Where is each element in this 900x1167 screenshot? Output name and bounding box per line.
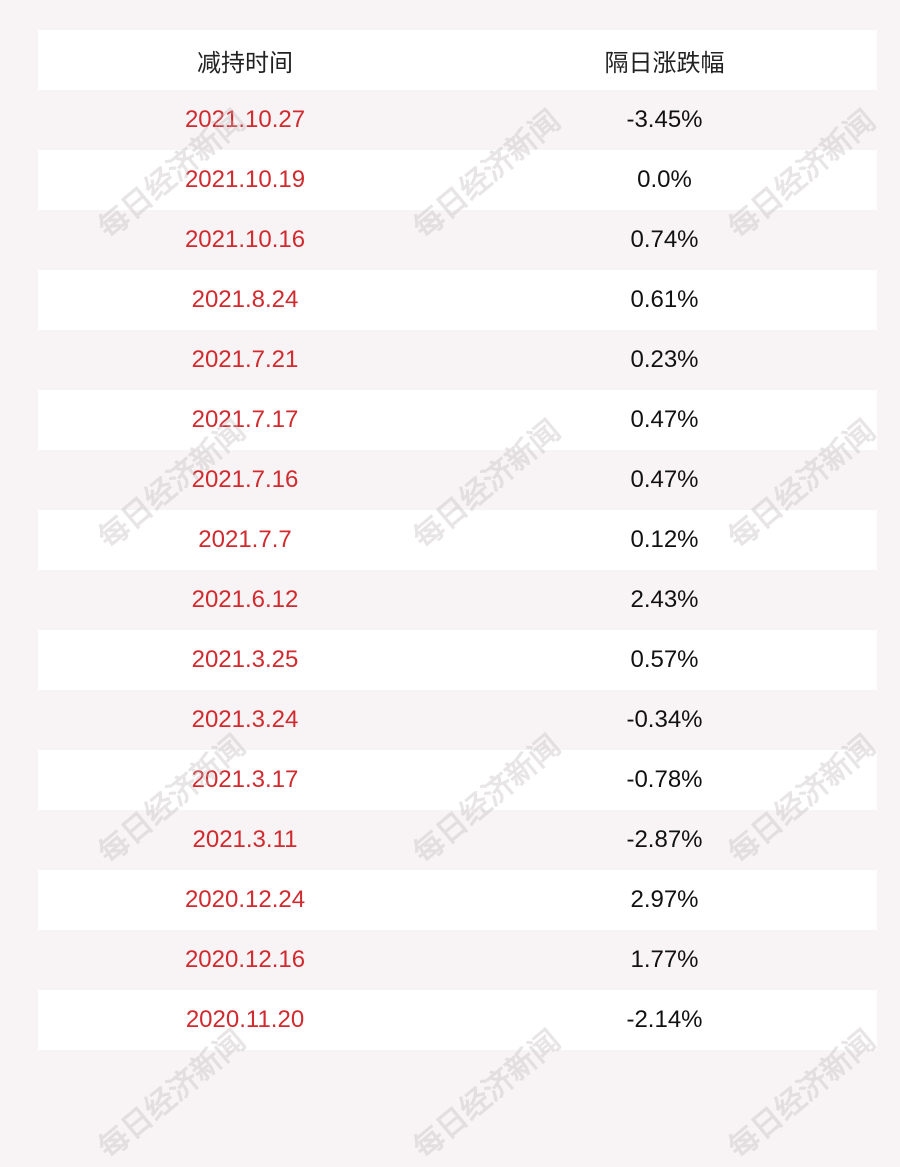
table-row: 2021.10.16 0.74% <box>38 210 877 270</box>
change-cell: 1.77% <box>630 946 699 973</box>
change-cell: 0.23% <box>630 346 699 373</box>
table-row: 2021.3.24 -0.34% <box>38 690 877 750</box>
date-cell: 2021.7.21 <box>191 346 299 373</box>
date-cell: 2021.3.25 <box>191 646 299 673</box>
table-row: 2020.12.16 1.77% <box>38 930 877 990</box>
change-cell: -2.87% <box>626 826 703 853</box>
change-cell: 0.74% <box>630 226 699 253</box>
date-cell: 2021.7.17 <box>191 406 299 433</box>
date-cell: 2021.7.7 <box>198 526 292 553</box>
date-cell: 2021.10.19 <box>184 166 306 193</box>
table-row: 2021.3.11 -2.87% <box>38 810 877 870</box>
date-cell: 2021.10.27 <box>184 106 306 133</box>
table-row: 2021.7.16 0.47% <box>38 450 877 510</box>
table-row: 2021.10.19 0.0% <box>38 150 877 210</box>
date-cell: 2021.3.11 <box>192 826 298 853</box>
date-cell: 2021.3.24 <box>191 706 299 733</box>
change-cell: -2.14% <box>626 1006 703 1033</box>
change-cell: 0.47% <box>630 406 699 433</box>
change-cell: 0.0% <box>637 166 692 193</box>
table-row: 2020.11.20 -2.14% <box>38 990 877 1050</box>
date-cell: 2021.6.12 <box>191 586 299 613</box>
table-row: 2021.8.24 0.61% <box>38 270 877 330</box>
table-row: 2021.7.21 0.23% <box>38 330 877 390</box>
change-cell: -0.34% <box>626 706 703 733</box>
date-cell: 2021.8.24 <box>191 286 299 313</box>
header-row: 减持时间 隔日涨跌幅 <box>38 30 877 90</box>
table-row: 2021.10.27 -3.45% <box>38 90 877 150</box>
change-cell: 0.57% <box>630 646 699 673</box>
page: 减持时间 隔日涨跌幅 2021.10.27 -3.45% 2021.10.19 0.0% 2… <box>38 30 883 1166</box>
change-cell: 0.12% <box>630 526 699 553</box>
change-cell: -0.78% <box>626 766 703 793</box>
header-cell: 隔日涨跌幅 <box>604 49 725 77</box>
date-cell: 2020.12.24 <box>184 886 306 913</box>
header-cell: 减持时间 <box>197 49 293 77</box>
change-cell: 2.43% <box>630 586 699 613</box>
date-cell: 2020.11.20 <box>185 1006 305 1033</box>
change-cell: 0.61% <box>630 286 699 313</box>
table-row: 2021.7.7 0.12% <box>38 510 877 570</box>
table-row: 2021.7.17 0.47% <box>38 390 877 450</box>
date-cell: 2020.12.16 <box>184 946 306 973</box>
table-row: 2020.12.24 2.97% <box>38 870 877 930</box>
change-cell: 0.47% <box>630 466 699 493</box>
date-cell: 2021.10.16 <box>184 226 306 253</box>
change-cell: 2.97% <box>630 886 699 913</box>
table-row: 2021.3.17 -0.78% <box>38 750 877 810</box>
table-row: 2021.6.12 2.43% <box>38 570 877 630</box>
change-cell: -3.45% <box>626 106 703 133</box>
date-cell: 2021.3.17 <box>191 766 299 793</box>
table: 减持时间 隔日涨跌幅 2021.10.27 -3.45% 2021.10.19 0.0% 2… <box>38 30 877 1050</box>
table-row: 2021.3.25 0.57% <box>38 630 877 690</box>
date-cell: 2021.7.16 <box>191 466 299 493</box>
